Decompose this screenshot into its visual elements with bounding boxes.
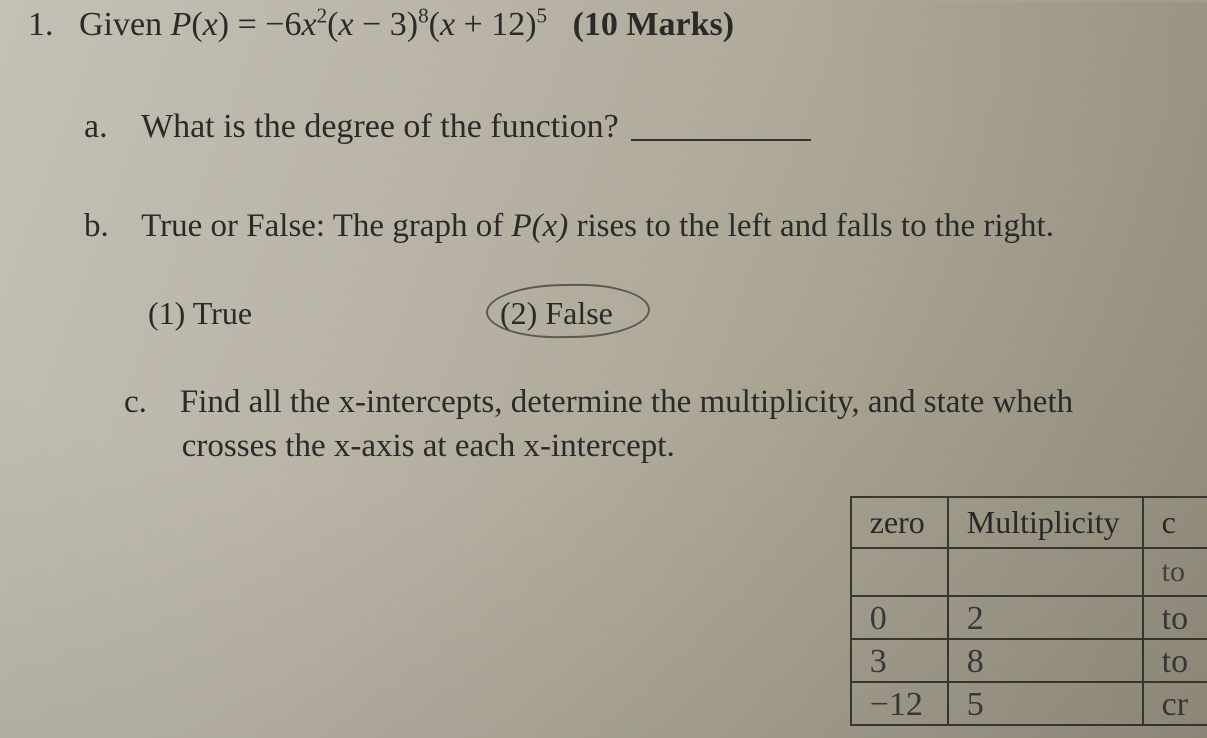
part-b-text-prefix: True or False: The graph of [141,208,511,244]
cell-col3-0: to [1143,596,1207,639]
opt2-label: False [545,295,613,331]
sub-zero [851,548,948,596]
option-false[interactable]: (2) False [500,292,613,335]
part-a-text: What is the degree of the function? [141,108,619,145]
worksheet-page: 1. Given P(x) = −6x2(x − 3)8(x + 12)5 (1… [0,2,1207,469]
cell-mult-1: 8 [948,639,1143,682]
part-a-label: a. [84,108,108,145]
q-func-name: P [171,6,192,43]
part-c-line1: Find all the x-intercepts, determine the… [180,384,1073,420]
q-t3-exp: 5 [537,4,548,28]
part-c-label: c. [124,384,147,420]
cell-zero-0: 0 [851,596,948,639]
option-true[interactable]: (1) True [148,292,252,335]
q-coef: −6 [265,6,301,43]
part-b: b. True or False: The graph of P(x) rise… [28,204,1187,249]
sub-mult [948,548,1143,596]
cell-zero-1: 3 [851,639,948,682]
question-1: 1. Given P(x) = −6x2(x − 3)8(x + 12)5 (1… [28,2,1187,48]
table-header-row: zero Multiplicity c [851,497,1207,548]
q-number: 1. [28,6,54,43]
cell-zero-2: −12 [851,682,948,725]
th-zero: zero [851,497,948,548]
answer-table: zero Multiplicity c to 0 2 to 3 8 to −12… [850,496,1207,726]
part-b-func: P(x) [511,208,568,244]
cell-mult-0: 2 [948,596,1143,639]
cell-mult-2: 5 [948,682,1143,725]
q-func-var: x [203,6,218,43]
opt1-label: True [193,295,252,331]
table-row: −12 5 cr [851,682,1207,725]
q-t1-exp: 2 [317,4,328,28]
table-subheader-row: to [851,548,1207,596]
q-marks: (10 Marks) [573,6,734,43]
table-row: 3 8 to [851,639,1207,682]
q-t2-const: − 3 [354,6,407,43]
part-b-text-suffix: rises to the left and falls to the right… [568,208,1054,244]
table-row: 0 2 to [851,596,1207,639]
part-b-options: (1) True (2) False [28,292,1187,335]
q-prefix: Given [79,6,171,43]
part-c: c. Find all the x-intercepts, determine … [28,380,1187,469]
q-t2-exp: 8 [418,4,429,28]
q-t3-const: + 12 [455,6,525,43]
cell-col3-2: cr [1143,682,1207,725]
q-t1-var: x [301,6,316,43]
part-b-label: b. [84,208,109,244]
q-t2-var: x [338,6,353,43]
th-multiplicity: Multiplicity [948,497,1143,548]
part-a: a. What is the degree of the function? [28,104,1187,150]
opt2-num: (2) [500,295,537,331]
th-col3: c [1143,497,1207,548]
zeros-table: zero Multiplicity c to 0 2 to 3 8 to −12… [850,496,1207,726]
opt1-num: (1) [148,295,185,331]
q-t3-var: x [440,6,455,43]
part-c-line2: crosses the x-axis at each x-intercept. [182,428,675,464]
answer-blank-a[interactable] [631,139,811,141]
cell-col3-1: to [1143,639,1207,682]
sub-col3: to [1143,548,1207,596]
